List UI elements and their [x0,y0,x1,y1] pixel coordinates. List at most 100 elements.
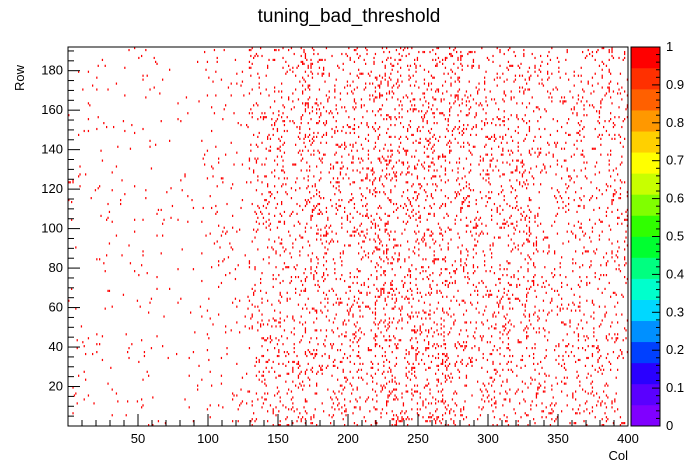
heatmap-cell [607,260,609,263]
heatmap-cell [415,108,417,111]
heatmap-cell [379,295,381,298]
heatmap-cell [335,104,337,107]
heatmap-cell [563,323,566,326]
heatmap-cell [281,169,283,172]
heatmap-cell [393,92,395,95]
heatmap-cell [436,418,438,421]
heatmap-cell [576,412,578,415]
heatmap-cell [563,159,566,162]
heatmap-cell [300,159,302,162]
heatmap-cell [506,78,508,81]
heatmap-cell [69,181,71,184]
heatmap-cell [296,354,298,358]
heatmap-cell [317,52,319,56]
heatmap-cell [527,335,529,338]
heatmap-cell [404,356,406,360]
heatmap-cell [283,250,286,253]
heatmap-cell [510,368,512,371]
heatmap-cell [534,422,536,425]
heatmap-cell [285,380,287,383]
heatmap-cell [428,382,430,385]
heatmap-cell [478,66,480,69]
heatmap-cell [463,418,465,421]
heatmap-cell [545,406,547,409]
heatmap-cell [349,289,351,292]
heatmap-cell [621,222,623,225]
heatmap-cell [554,289,556,292]
heatmap-cell [302,76,304,79]
heatmap-cell [299,372,301,375]
heatmap-cell [316,337,318,340]
heatmap-cell [395,356,398,360]
heatmap-cell [443,114,445,117]
heatmap-cell [306,368,308,371]
heatmap-cell [267,246,269,249]
heatmap-cell [162,234,164,237]
heatmap-cell [430,402,433,405]
heatmap-cell [559,266,561,269]
heatmap-cell [264,112,266,115]
heatmap-cell [442,62,444,65]
heatmap-cell [570,177,573,180]
heatmap-cell [211,206,213,210]
heatmap-cell [374,354,377,358]
heatmap-cell [611,210,613,214]
heatmap-cell [565,131,567,135]
heatmap-cell [468,356,470,360]
heatmap-cell [180,297,182,300]
heatmap-cell [142,378,144,381]
heatmap-cell [276,155,279,158]
heatmap-cell [565,183,567,186]
heatmap-cell [425,198,427,202]
heatmap-cell [533,177,535,180]
heatmap-cell [313,277,315,281]
heatmap-cell [304,287,307,290]
heatmap-cell [457,171,459,174]
heatmap-cell [297,416,300,419]
heatmap-cell [257,135,259,138]
heatmap-cell [260,289,262,292]
heatmap-cell [358,157,360,160]
heatmap-cell [143,350,146,354]
heatmap-cell [401,317,403,320]
heatmap-cell [412,315,414,318]
heatmap-cell [265,384,267,387]
heatmap-cell [358,270,360,273]
heatmap-cell [521,74,524,77]
heatmap-cell [314,354,316,358]
heatmap-cell [531,400,533,403]
heatmap-cell [484,88,486,91]
heatmap-cell [384,212,386,215]
heatmap-cell [146,74,148,77]
heatmap-cell [534,289,536,292]
heatmap-cell [282,268,284,271]
heatmap-cell [467,362,469,365]
heatmap-cell [463,313,465,316]
heatmap-cell [467,335,469,338]
heatmap-cell [379,84,381,87]
heatmap-cell [352,92,354,95]
heatmap-cell [461,129,463,133]
heatmap-cell [594,416,596,419]
heatmap-cell [449,362,451,365]
heatmap-cell [234,58,237,62]
heatmap-cell [302,388,304,391]
heatmap-cell [380,206,382,210]
heatmap-cell [234,277,237,281]
heatmap-cell [499,337,501,340]
heatmap-cell [611,47,613,50]
heatmap-cell [537,386,539,389]
heatmap-cell [344,410,346,413]
heatmap-cell [489,197,491,200]
heatmap-cell [377,368,379,371]
heatmap-cell [120,198,122,202]
heatmap-cell [387,214,389,217]
heatmap-cell [278,90,280,93]
heatmap-cell [484,384,486,387]
heatmap-cell [398,116,400,119]
heatmap-cell [471,394,473,397]
heatmap-cell [383,191,385,194]
heatmap-cell [255,159,258,162]
heatmap-cell [384,72,386,75]
heatmap-cell [433,242,435,245]
